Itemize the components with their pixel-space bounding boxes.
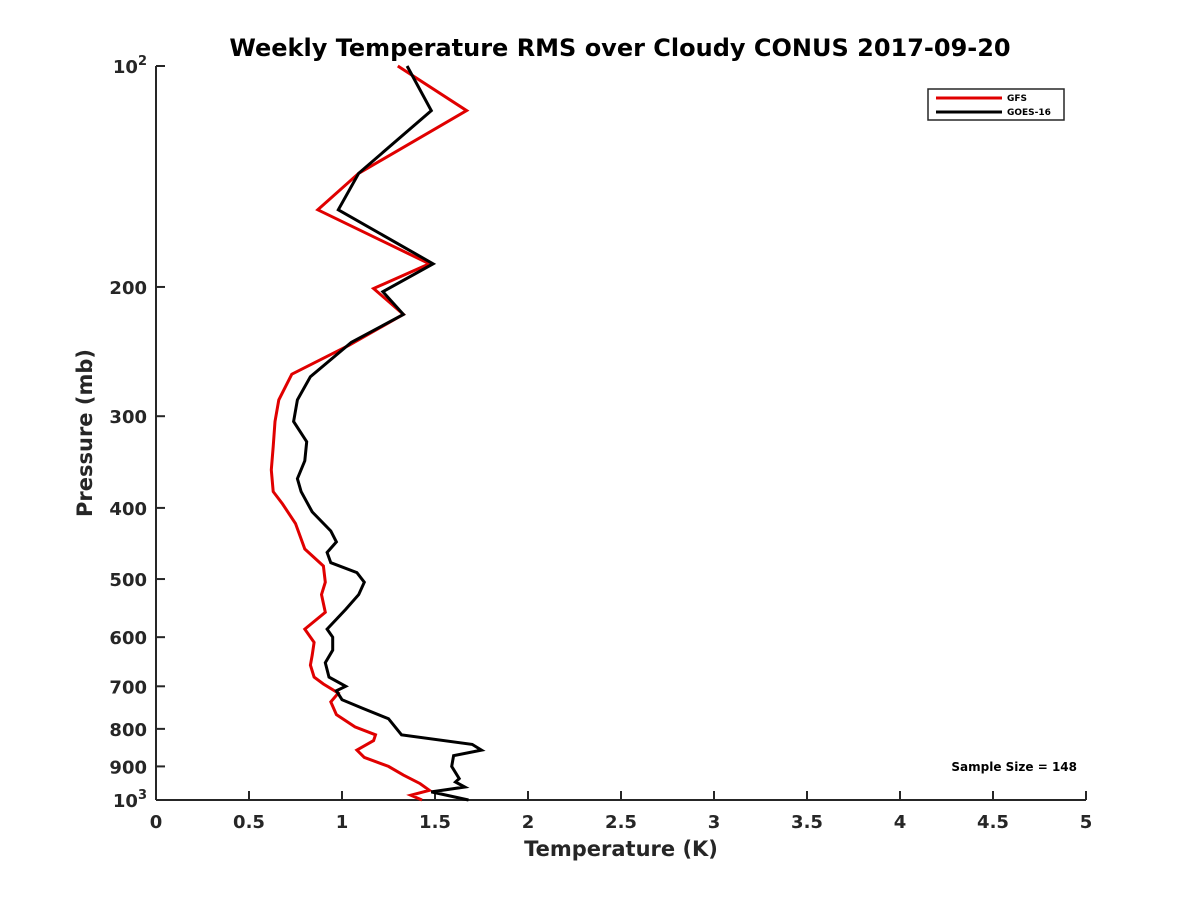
series-line-goes-16 — [292, 65, 486, 802]
x-tick-label: 4.5 — [977, 812, 1009, 833]
x-axis-label: Temperature (K) — [524, 837, 718, 861]
legend: GFS GOES-16 — [927, 88, 1065, 121]
legend-label: GFS — [1007, 94, 1027, 104]
y-tick-label: 103 — [113, 788, 147, 812]
x-axis-ticks: 0 0.5 1 1.5 2 2.5 3 3.5 4 4.5 5 — [150, 791, 1093, 833]
x-tick-label: 2.5 — [605, 812, 637, 833]
y-tick-exponent: 2 — [138, 54, 147, 69]
y-tick-label: 800 — [109, 720, 147, 741]
x-tick-label: 2 — [522, 812, 535, 833]
y-tick-label: 600 — [109, 628, 147, 649]
y-tick-label: 102 — [113, 54, 147, 78]
series-layer — [269, 64, 486, 802]
x-tick-label: 4 — [894, 812, 907, 833]
x-tick-label: 3 — [708, 812, 721, 833]
y-tick-exponent: 3 — [138, 788, 147, 803]
x-tick-label: 1 — [336, 812, 349, 833]
y-tick-label: 500 — [109, 570, 147, 591]
y-axis-label: Pressure (mb) — [73, 349, 97, 517]
sample-size-annotation: Sample Size = 148 — [951, 760, 1077, 774]
y-tick-label: 300 — [109, 407, 147, 428]
x-tick-label: 1.5 — [419, 812, 451, 833]
y-tick-label: 200 — [109, 278, 147, 299]
chart-title: Weekly Temperature RMS over Cloudy CONUS… — [229, 34, 1010, 62]
x-tick-label: 0.5 — [233, 812, 265, 833]
y-tick-base: 10 — [113, 791, 138, 812]
y-tick-label: 900 — [109, 757, 147, 778]
y-tick-label: 700 — [109, 677, 147, 698]
x-tick-label: 5 — [1080, 812, 1093, 833]
legend-box — [927, 88, 1065, 121]
plot-area — [155, 66, 1086, 801]
y-tick-label: 400 — [109, 499, 147, 520]
x-tick-label: 3.5 — [791, 812, 823, 833]
legend-label: GOES-16 — [1007, 108, 1051, 118]
y-tick-base: 10 — [113, 57, 138, 78]
x-tick-label: 0 — [150, 812, 163, 833]
